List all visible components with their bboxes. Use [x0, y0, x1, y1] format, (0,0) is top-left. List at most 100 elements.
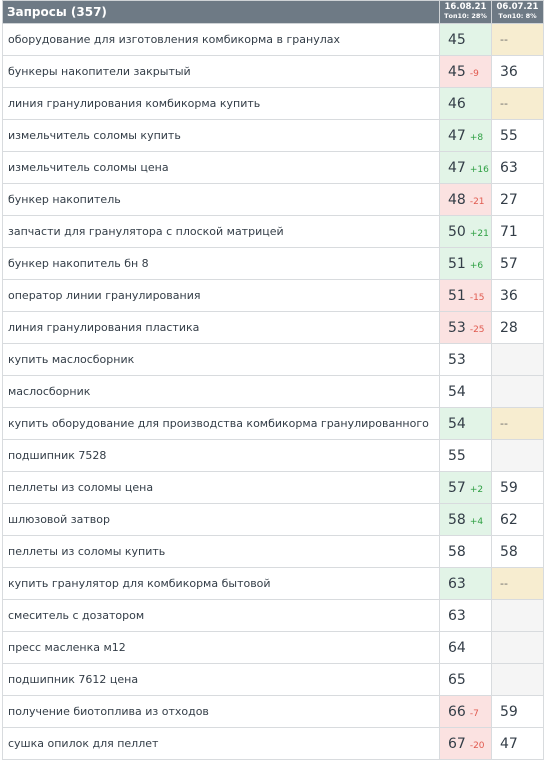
query-cell[interactable]: измельчитель соломы купить: [2, 119, 440, 152]
position-cell-previous: 57: [491, 247, 544, 280]
query-cell[interactable]: оператор линии гранулирования: [2, 279, 440, 312]
position-value: 54: [448, 415, 466, 432]
table-row: подшипник 7612 цена 65: [2, 663, 544, 696]
query-cell[interactable]: пресс масленка м12: [2, 631, 440, 664]
table-row: измельчитель соломы купить 47 +8 55: [2, 119, 544, 152]
position-cell-previous: [491, 599, 544, 632]
table-row: измельчитель соломы цена 47 +16 63: [2, 151, 544, 184]
position-change: -25: [469, 324, 485, 335]
query-cell[interactable]: оборудование для изготовления комбикорма…: [2, 23, 440, 56]
position-cell-previous: 71: [491, 215, 544, 248]
position-value: 63: [448, 575, 466, 592]
position-value: 55: [448, 447, 466, 464]
position-value: 48: [448, 191, 466, 208]
position-cell-current: 48 -21: [439, 183, 492, 216]
query-cell[interactable]: измельчитель соломы цена: [2, 151, 440, 184]
position-cell-current: 58 +4: [439, 503, 492, 536]
query-cell[interactable]: смеситель с дозатором: [2, 599, 440, 632]
query-cell[interactable]: бункер накопитель: [2, 183, 440, 216]
position-change: +8: [469, 132, 484, 143]
position-cell-previous: 63: [491, 151, 544, 184]
position-value: 45: [448, 31, 466, 48]
position-cell-previous: [491, 439, 544, 472]
query-cell[interactable]: линия гранулирования комбикорма купить: [2, 87, 440, 120]
position-cell-current: 54: [439, 375, 492, 408]
column-top10: Топ10: 28%: [444, 12, 487, 20]
query-cell[interactable]: купить оборудование для производства ком…: [2, 407, 440, 440]
table-row: маслосборник 54: [2, 375, 544, 408]
query-cell[interactable]: купить гранулятор для комбикорма бытовой: [2, 567, 440, 600]
position-change: +16: [469, 164, 489, 175]
position-value: 53: [448, 351, 466, 368]
position-value: 58: [448, 511, 466, 528]
query-cell[interactable]: получение биотоплива из отходов: [2, 695, 440, 728]
position-value: 45: [448, 63, 466, 80]
table-row: смеситель с дозатором 63: [2, 599, 544, 632]
position-value: 57: [448, 479, 466, 496]
query-cell[interactable]: бункеры накопители закрытый: [2, 55, 440, 88]
position-change: -20: [469, 740, 485, 751]
table-row: бункеры накопители закрытый 45 -9 36: [2, 55, 544, 88]
table-row: линия гранулирования комбикорма купить 46…: [2, 87, 544, 120]
query-cell[interactable]: шлюзовой затвор: [2, 503, 440, 536]
column-top10: Топ10: 8%: [498, 12, 537, 20]
table-row: линия гранулирования пластика 53 -25 28: [2, 311, 544, 344]
position-value: 65: [448, 671, 466, 688]
position-cell-current: 55: [439, 439, 492, 472]
table-row: оператор линии гранулирования 51 -15 36: [2, 279, 544, 312]
query-cell[interactable]: линия гранулирования пластика: [2, 311, 440, 344]
position-cell-current: 51 +6: [439, 247, 492, 280]
position-cell-previous: [491, 663, 544, 696]
position-cell-current: 57 +2: [439, 471, 492, 504]
position-cell-previous: 28: [491, 311, 544, 344]
table-row: бункер накопитель 48 -21 27: [2, 183, 544, 216]
query-cell[interactable]: бункер накопитель бн 8: [2, 247, 440, 280]
table-row: подшипник 7528 55: [2, 439, 544, 472]
table-row: купить оборудование для производства ком…: [2, 407, 544, 440]
position-value: 51: [448, 255, 466, 272]
position-value: 53: [448, 319, 466, 336]
position-cell-previous: [491, 631, 544, 664]
position-cell-current: 45 -9: [439, 55, 492, 88]
query-cell[interactable]: подшипник 7612 цена: [2, 663, 440, 696]
position-cell-previous: 59: [491, 695, 544, 728]
query-cell[interactable]: сушка опилок для пеллет: [2, 727, 440, 760]
column-date: 16.08.21: [444, 2, 487, 12]
query-cell[interactable]: подшипник 7528: [2, 439, 440, 472]
query-cell[interactable]: запчасти для гранулятора с плоской матри…: [2, 215, 440, 248]
table-row: сушка опилок для пеллет 67 -20 47: [2, 727, 544, 760]
position-value: 66: [448, 703, 466, 720]
queries-header[interactable]: Запросы (357): [2, 0, 440, 24]
query-cell[interactable]: пеллеты из соломы цена: [2, 471, 440, 504]
table-body: оборудование для изготовления комбикорма…: [2, 23, 544, 760]
query-cell[interactable]: маслосборник: [2, 375, 440, 408]
position-cell-previous: 62: [491, 503, 544, 536]
position-value: 63: [448, 607, 466, 624]
position-cell-previous: --: [491, 23, 544, 56]
position-cell-current: 45: [439, 23, 492, 56]
table-row: пеллеты из соломы цена 57 +2 59: [2, 471, 544, 504]
date-column-header[interactable]: 16.08.21 Топ10: 28%: [439, 0, 492, 24]
column-date: 06.07.21: [496, 2, 539, 12]
position-change: -9: [469, 68, 479, 79]
position-cell-current: 47 +16: [439, 151, 492, 184]
table-row: бункер накопитель бн 8 51 +6 57: [2, 247, 544, 280]
query-cell[interactable]: пеллеты из соломы купить: [2, 535, 440, 568]
position-cell-current: 66 -7: [439, 695, 492, 728]
position-cell-current: 53: [439, 343, 492, 376]
position-value: 47: [448, 159, 466, 176]
table-row: получение биотоплива из отходов 66 -7 59: [2, 695, 544, 728]
query-cell[interactable]: купить маслосборник: [2, 343, 440, 376]
date-column-header[interactable]: 06.07.21 Топ10: 8%: [491, 0, 544, 24]
position-value: 51: [448, 287, 466, 304]
position-cell-previous: 47: [491, 727, 544, 760]
position-value: 47: [448, 127, 466, 144]
position-value: 54: [448, 383, 466, 400]
position-cell-current: 67 -20: [439, 727, 492, 760]
position-cell-current: 53 -25: [439, 311, 492, 344]
position-cell-previous: --: [491, 407, 544, 440]
position-value: 50: [448, 223, 466, 240]
position-value: 67: [448, 735, 466, 752]
position-cell-current: 63: [439, 599, 492, 632]
